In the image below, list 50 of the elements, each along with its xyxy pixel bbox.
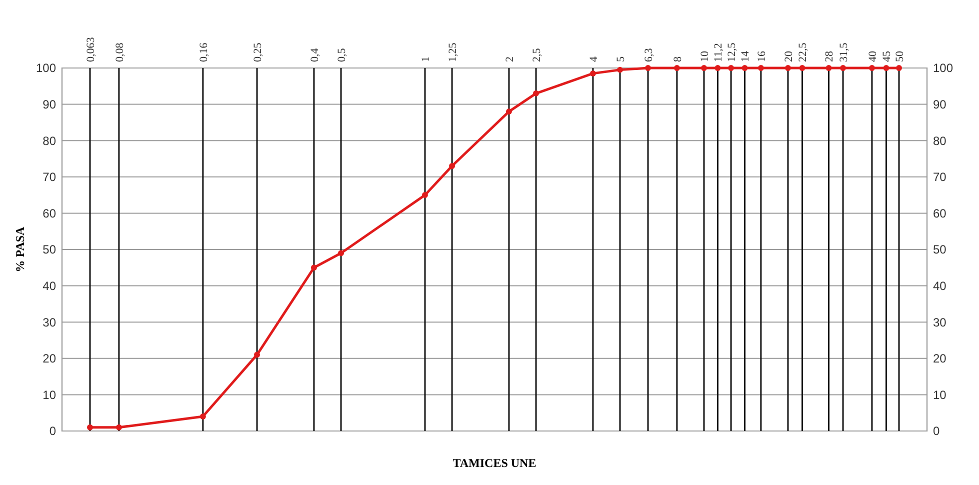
y2-tick-label: 30 <box>933 315 947 330</box>
y-tick-label: 0 <box>49 424 56 438</box>
x-tick-label: 12,5 <box>726 42 738 62</box>
y2-tick-label: 70 <box>933 170 947 184</box>
x-tick-label: 10 <box>698 50 711 62</box>
y-tick-label: 40 <box>42 279 56 293</box>
y2-tick-label: 0 <box>933 424 940 438</box>
y2-tick-label: 50 <box>933 242 947 257</box>
x-tick-label: 4 <box>588 56 600 62</box>
x-tick-label: 11,2 <box>712 43 725 62</box>
x-tick-label: 5 <box>614 56 627 62</box>
y-tick-label: 60 <box>42 206 56 220</box>
y-tick-label: 50 <box>42 242 56 257</box>
y2-tick-label: 90 <box>933 98 947 112</box>
y-tick-label: 10 <box>42 388 56 402</box>
x-tick-label: 31,5 <box>838 42 850 62</box>
y2-tick-label: 100 <box>933 61 954 76</box>
x-tick-label: 16 <box>756 50 768 62</box>
x-tick-label: 22,5 <box>797 42 810 62</box>
y2-tick-label: 60 <box>933 206 947 220</box>
x-tick-label: 0,5 <box>336 48 348 62</box>
x-tick-label: 14 <box>740 50 752 62</box>
x-tick-label: 45 <box>881 50 894 62</box>
y-tick-label: 70 <box>42 170 56 184</box>
y2-tick-label: 80 <box>933 134 947 148</box>
x-tick-label: 0,4 <box>308 48 321 62</box>
y-axis-title: % PASA <box>13 226 27 272</box>
x-tick-label: 40 <box>866 50 879 62</box>
x-tick-label: 0,16 <box>198 42 210 62</box>
y2-tick-label: 40 <box>933 279 947 293</box>
x-tick-label: 2 <box>504 56 516 62</box>
x-tick-label: 1 <box>420 56 432 62</box>
x-tick-label: 20 <box>782 50 795 62</box>
x-tick-label: 0,063 <box>84 36 97 62</box>
x-tick-label: 2,5 <box>530 48 543 62</box>
x-tick-label: 50 <box>894 50 906 62</box>
y-tick-label: 100 <box>36 61 56 76</box>
x-tick-label: 8 <box>672 56 684 62</box>
y2-tick-label: 10 <box>933 388 947 402</box>
x-tick-label: 0,25 <box>252 42 264 62</box>
y-tick-label: 30 <box>42 315 56 330</box>
y2-tick-label: 20 <box>933 352 947 366</box>
x-tick-label: 6,3 <box>642 48 655 62</box>
y-tick-label: 90 <box>42 98 56 112</box>
x-tick-label: 28 <box>824 50 836 62</box>
x-tick-label: 1,25 <box>446 42 459 62</box>
x-tick-label: 0,08 <box>114 42 126 62</box>
y-tick-label: 20 <box>42 352 56 366</box>
y-tick-label: 80 <box>42 134 56 148</box>
x-axis-title: TAMICES UNE <box>452 456 536 470</box>
